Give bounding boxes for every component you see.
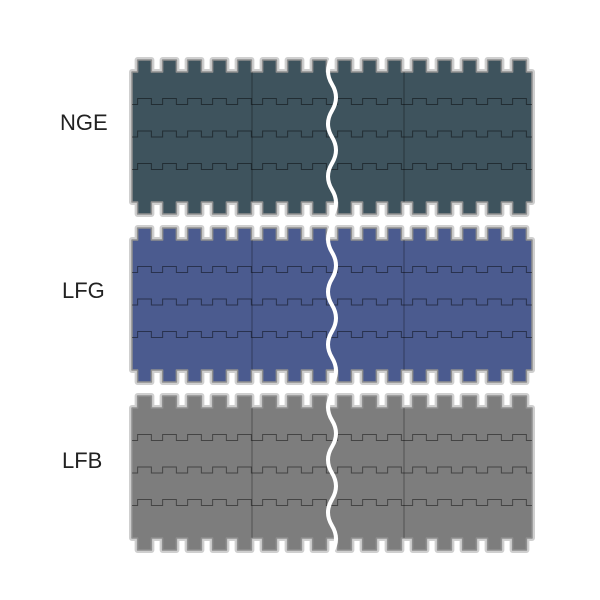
belt-nge	[128, 56, 536, 218]
belt-lfg-svg	[128, 224, 536, 386]
belt-lfg	[128, 224, 536, 386]
belt-lfb	[128, 392, 536, 554]
belt-nge-svg	[128, 56, 536, 218]
label-nge: NGE	[60, 110, 108, 136]
diagram-stage: NGE LFG LFB	[0, 0, 600, 600]
belt-lfb-svg	[128, 392, 536, 554]
label-lfb: LFB	[62, 448, 102, 474]
label-lfg: LFG	[62, 278, 105, 304]
